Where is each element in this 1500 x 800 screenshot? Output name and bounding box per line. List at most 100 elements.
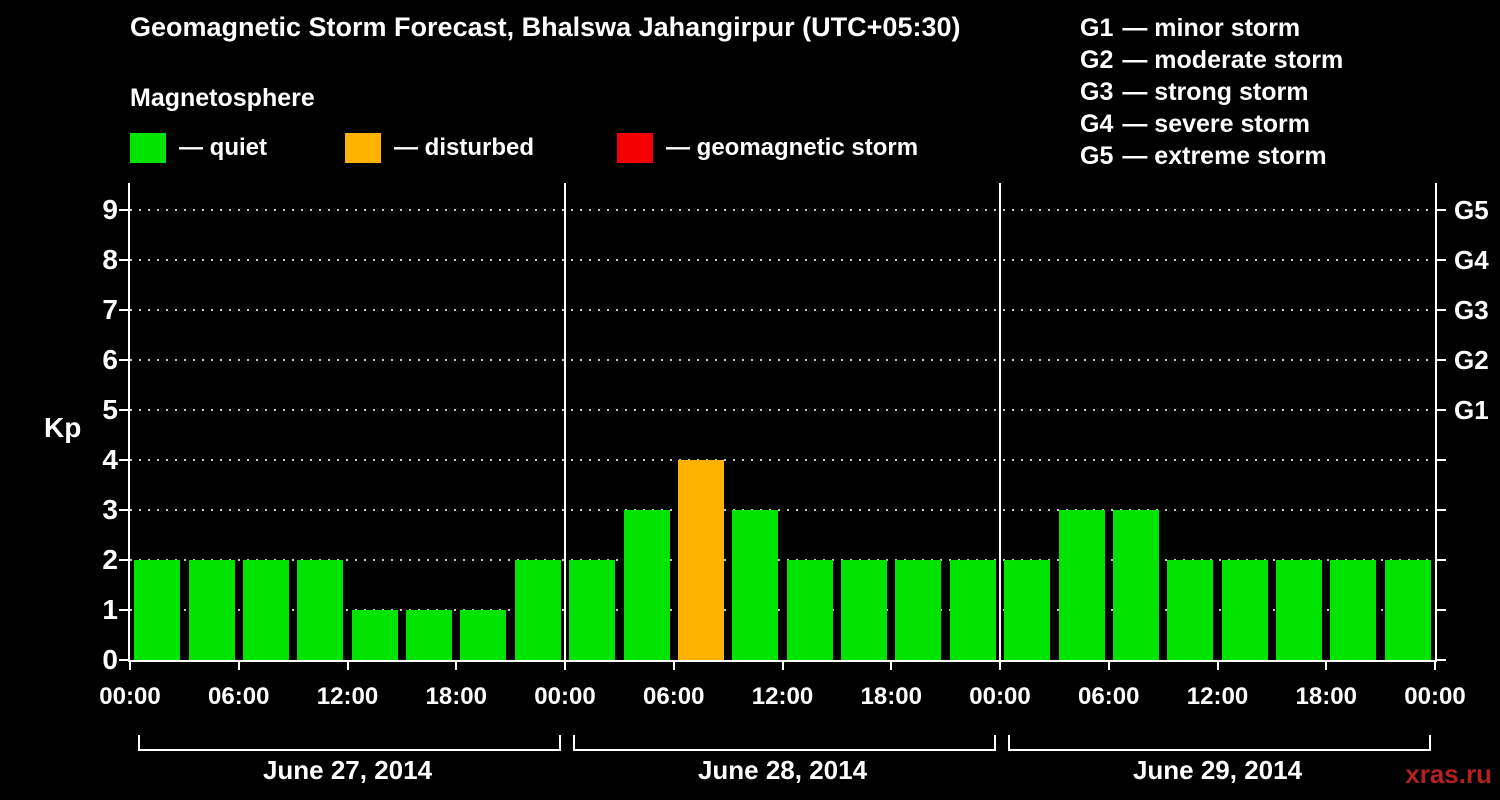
date-bracket [573, 735, 996, 751]
x-axis-label: 12:00 [751, 683, 814, 710]
y-axis-tick [1437, 559, 1446, 561]
kp-bar [677, 460, 724, 660]
y-axis-tick [1437, 609, 1446, 611]
y-axis-tick [119, 459, 128, 461]
kp-bar [732, 510, 779, 660]
x-axis-tick [129, 662, 131, 670]
x-axis-tick [999, 662, 1001, 670]
kp-bar [1221, 560, 1268, 660]
g-legend-row-g1: G1 — minor storm [1080, 12, 1352, 44]
x-axis-label: 00:00 [99, 683, 161, 710]
x-axis-tick [1325, 662, 1328, 670]
x-axis-label: 00:00 [969, 683, 1031, 710]
date-bracket [1008, 735, 1431, 751]
kp-bar [188, 560, 235, 660]
y-axis-tick [119, 359, 128, 361]
y-axis-tick [119, 659, 128, 661]
x-axis-label: 18:00 [1295, 683, 1357, 710]
y-axis-left-line [128, 183, 130, 662]
x-axis-label: 12:00 [316, 683, 379, 710]
g-scale-axis-label: G4 [1454, 245, 1489, 275]
g5-code: G5 [1080, 142, 1114, 170]
y-axis-tick [1437, 509, 1446, 511]
y-axis-tick [1437, 309, 1446, 311]
kp-bar [1167, 560, 1214, 660]
g-legend-row-g5: G5 — extreme storm [1080, 140, 1352, 172]
g1-label: — minor storm [1122, 14, 1301, 42]
gridline-kp-7 [130, 309, 1435, 311]
g-legend-row-g4: G4 — severe storm [1080, 108, 1352, 140]
x-axis-tick [455, 662, 458, 670]
y-axis-title: Kp [44, 412, 82, 443]
kp-bar [406, 610, 453, 660]
gridline-kp-5 [130, 409, 1435, 411]
kp-bar [895, 560, 942, 660]
date-bracket [138, 735, 561, 751]
g1-code: G1 [1080, 14, 1114, 42]
y-axis-tick [119, 509, 128, 511]
x-axis-tick [1216, 662, 1219, 670]
gridline-kp-1 [130, 609, 1435, 611]
y-axis-label: 6 [102, 344, 118, 375]
y-axis-tick [119, 409, 128, 411]
kp-bar [1330, 560, 1377, 660]
y-axis-tick [1437, 209, 1446, 211]
g-scale-axis-label: G5 [1454, 195, 1489, 225]
kp-bar [297, 560, 344, 660]
kp-bar-chart-plot-area: 0 1 2 3 4 5 6 7 8 9 G1 G2 G3 G4 G5 00:00 06:00 12:00 18:00… [99, 183, 1489, 785]
x-axis-tick [890, 662, 893, 670]
x-axis-bottom-line [128, 660, 1437, 662]
y-axis-label: 8 [102, 244, 118, 275]
legend-item-disturbed: — disturbed [345, 133, 534, 163]
x-axis-label: 06:00 [643, 683, 705, 710]
g-scale-axis-label: G3 [1454, 295, 1489, 325]
day-separator [564, 183, 566, 660]
gridline-kp-6 [130, 359, 1435, 361]
kp-bar [1112, 510, 1159, 660]
legend-item-quiet: — quiet [130, 133, 267, 163]
gridline-kp-3 [130, 509, 1435, 511]
date-label: June 27, 2014 [262, 755, 433, 785]
x-axis-tick [672, 662, 675, 670]
y-axis-label: 3 [102, 494, 118, 525]
y-axis-tick [1437, 659, 1446, 661]
gridline-kp-2 [130, 559, 1435, 561]
y-axis-label: 9 [102, 194, 118, 225]
y-axis-tick [1437, 259, 1446, 261]
legend-item-storm: — geomagnetic storm [617, 133, 918, 163]
g-legend-row-g3: G3 — strong storm [1080, 76, 1352, 108]
y-axis-tick [119, 609, 128, 611]
y-axis-tick [119, 259, 128, 261]
date-label: June 29, 2014 [1132, 755, 1303, 785]
legend-label-storm: — geomagnetic storm [666, 134, 919, 161]
x-axis-tick [564, 662, 566, 670]
day-separator [999, 183, 1001, 660]
g2-label: — moderate storm [1122, 46, 1344, 74]
g2-code: G2 [1080, 46, 1114, 74]
y-axis-tick [1437, 459, 1446, 461]
kp-bar [569, 560, 616, 660]
y-axis-label: 2 [102, 544, 118, 575]
x-axis-tick [781, 662, 784, 670]
y-axis-label: 1 [102, 594, 118, 625]
y-axis-tick [119, 209, 128, 211]
x-axis-label: 18:00 [860, 683, 922, 710]
kp-bar [623, 510, 670, 660]
g3-label: — strong storm [1122, 78, 1309, 106]
x-axis-label: 18:00 [425, 683, 487, 710]
storm-color-swatch [617, 133, 653, 163]
kp-bar [1004, 560, 1051, 660]
watermark: xras.ru [1405, 759, 1492, 789]
g4-code: G4 [1080, 110, 1114, 138]
gridline-kp-8 [130, 259, 1435, 261]
x-axis-label: 12:00 [1186, 683, 1249, 710]
x-axis-tick [237, 662, 240, 670]
y-axis-label: 4 [102, 444, 118, 475]
y-axis-tick [119, 559, 128, 561]
x-axis-label: 06:00 [208, 683, 270, 710]
y-axis-right-line [1435, 183, 1437, 662]
y-axis-tick [119, 309, 128, 311]
x-axis-tick [346, 662, 349, 670]
kp-bar [351, 610, 398, 660]
